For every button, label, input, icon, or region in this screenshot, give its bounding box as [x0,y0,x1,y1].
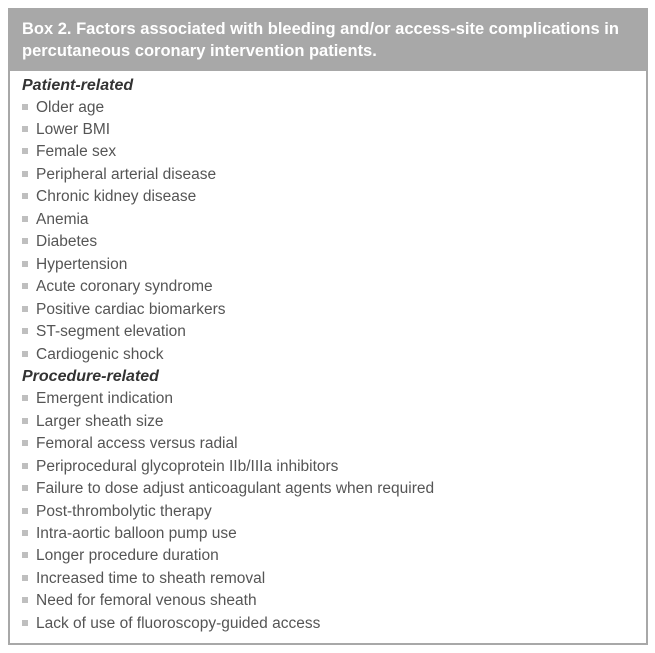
box-header-text: Box 2. Factors associated with bleeding … [22,20,619,60]
item-list-1: Emergent indication Larger sheath size F… [22,388,634,635]
box-header: Box 2. Factors associated with bleeding … [10,10,646,71]
list-item: Periprocedural glycoprotein IIb/IIIa inh… [22,456,634,478]
list-item: Emergent indication [22,388,634,410]
list-item: Post-thrombolytic therapy [22,501,634,523]
box-body: Patient-related Older age Lower BMI Fema… [10,71,646,644]
list-item: Hypertension [22,254,634,276]
list-item: Older age [22,97,634,119]
list-item: Anemia [22,209,634,231]
list-item: Chronic kidney disease [22,186,634,208]
list-item: Longer procedure duration [22,545,634,567]
box-container: Box 2. Factors associated with bleeding … [8,8,648,645]
list-item: Lower BMI [22,119,634,141]
list-item: Increased time to sheath removal [22,568,634,590]
list-item: Peripheral arterial disease [22,164,634,186]
list-item: Larger sheath size [22,411,634,433]
list-item: Need for femoral venous sheath [22,590,634,612]
list-item: Diabetes [22,231,634,253]
section-title-1: Procedure-related [22,368,634,386]
list-item: Failure to dose adjust anticoagulant age… [22,478,634,500]
list-item: Lack of use of fluoroscopy-guided access [22,613,634,635]
list-item: Intra-aortic balloon pump use [22,523,634,545]
item-list-0: Older age Lower BMI Female sex Periphera… [22,97,634,367]
list-item: Femoral access versus radial [22,433,634,455]
list-item: Acute coronary syndrome [22,276,634,298]
list-item: Positive cardiac biomarkers [22,299,634,321]
list-item: ST-segment elevation [22,321,634,343]
list-item: Female sex [22,141,634,163]
list-item: Cardiogenic shock [22,344,634,366]
section-title-0: Patient-related [22,77,634,95]
